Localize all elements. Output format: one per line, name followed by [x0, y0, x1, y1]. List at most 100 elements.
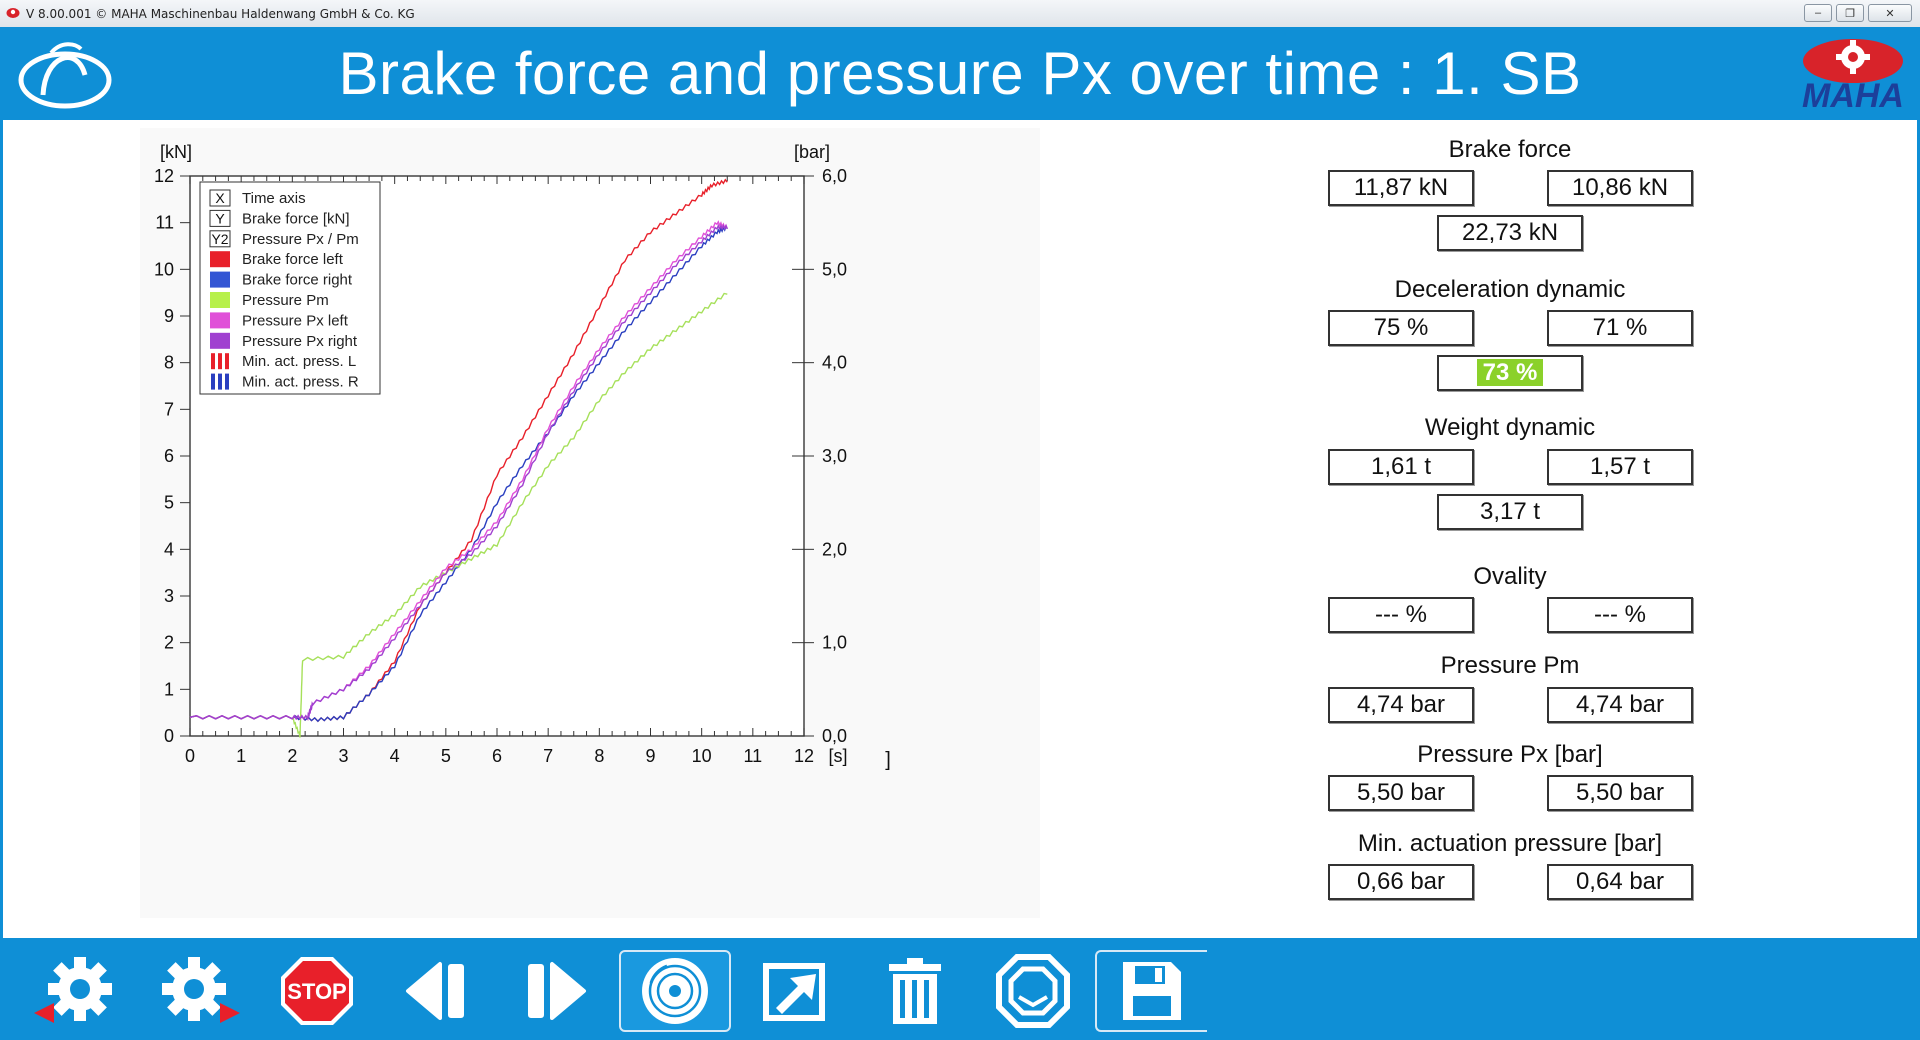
legend-label: Min. act. press. R [242, 374, 359, 391]
brake-force-left-value: 11,87 kN [1328, 170, 1474, 206]
stop-sign-icon: STOP [281, 957, 353, 1025]
y-tick-label: 9 [164, 306, 174, 326]
x-tick-label: 2 [287, 746, 297, 766]
y2-tick-label: 6,0 [822, 166, 847, 186]
y-unit-label: [kN] [160, 142, 192, 162]
delete-button[interactable] [865, 950, 965, 1032]
next-button[interactable] [505, 950, 605, 1032]
close-button[interactable]: ✕ [1868, 4, 1912, 22]
weight-left-value: 1,61 t [1328, 449, 1474, 485]
y2-tick-label: 5,0 [822, 259, 847, 279]
tire-icon [996, 954, 1070, 1028]
pressure-pm-label: Pressure Pm [1440, 652, 1580, 679]
app-icon [6, 8, 20, 18]
brake-force-label: Brake force [1448, 136, 1572, 163]
ovality-left-value: --- % [1328, 597, 1474, 633]
y2-tick-label: 2,0 [822, 539, 847, 559]
min-act-left-value: 0,66 bar [1328, 864, 1474, 900]
legend-bars [211, 353, 215, 370]
window-titlebar: V 8.00.001 © MAHA Maschinenbau Haldenwan… [0, 0, 1920, 28]
minimize-button[interactable]: – [1804, 4, 1832, 22]
save-button[interactable] [1095, 950, 1207, 1032]
legend-symbol-box [209, 189, 231, 207]
x-tick-label: 3 [338, 746, 348, 766]
skip-forward-icon [528, 962, 586, 1020]
chart: 0 1 2 3 4 5 6 7 8 9 10 11 1201234567891011120,01,02,… [140, 128, 1040, 918]
legend-swatch [210, 332, 230, 349]
tire-button[interactable] [983, 950, 1083, 1032]
series-line [189, 223, 728, 721]
y2-tick-label: 1,0 [822, 633, 847, 653]
deceleration-total-value: 73 % [1437, 355, 1583, 391]
min-act-right-value: 0,64 bar [1547, 864, 1693, 900]
weight-label: Weight dynamic [1424, 414, 1596, 441]
pressure-px-right-value: 5,50 bar [1547, 775, 1693, 811]
y-tick-label: 4 [164, 539, 174, 559]
disc-icon [642, 958, 708, 1024]
skip-back-icon [406, 962, 464, 1020]
stop-button[interactable]: STOP [267, 950, 367, 1032]
y2-tick-label: 3,0 [822, 446, 847, 466]
legend-label: Pressure Px right [242, 333, 358, 350]
x-unit-label: [s] [828, 746, 847, 766]
frame-left [0, 27, 3, 1040]
y-tick-label: 12 [154, 166, 174, 186]
legend-swatch [210, 312, 230, 329]
stop-label: STOP [287, 979, 347, 1004]
brake-force-total-value: 22,73 kN [1437, 215, 1583, 251]
brand-swirl-icon [18, 42, 112, 109]
x-tick-label: 10 [692, 746, 712, 766]
disc-button[interactable] [619, 950, 731, 1032]
deceleration-left-value: 75 % [1328, 310, 1474, 346]
y-tick-label: 8 [164, 353, 174, 373]
legend-bars [218, 373, 222, 390]
min-act-label: Min. actuation pressure [bar] [1357, 830, 1663, 857]
x-tick-label: 1 [236, 746, 246, 766]
pressure-px-left-value: 5,50 bar [1328, 775, 1474, 811]
legend-bars [225, 353, 229, 370]
x-tick-label: 7 [543, 746, 553, 766]
previous-button[interactable] [387, 950, 487, 1032]
legend-label: Pressure Px / Pm [242, 231, 359, 248]
export-arrow-icon [763, 963, 825, 1021]
legend-swatch [210, 271, 230, 288]
weight-right-value: 1,57 t [1547, 449, 1693, 485]
maha-logo-icon: MAHA [1802, 39, 1904, 111]
deceleration-total-highlight: 73 % [1476, 359, 1544, 386]
y-tick-label: 5 [164, 493, 174, 513]
restore-button[interactable]: ❐ [1836, 4, 1864, 22]
x-tick-label: 9 [645, 746, 655, 766]
pressure-px-label: Pressure Px [bar] [1417, 741, 1603, 768]
series-line [189, 292, 728, 738]
legend-bars [211, 373, 215, 390]
gear-right-icon [162, 957, 240, 1023]
x-tick-label: 8 [594, 746, 604, 766]
trash-icon [889, 958, 941, 1024]
y-tick-label: 3 [164, 586, 174, 606]
y-tick-label: 11 [155, 213, 174, 233]
deceleration-label: Deceleration dynamic [1394, 276, 1626, 303]
y-tick-label: 6 [164, 446, 174, 466]
header: Brake force and pressure Px over time : … [3, 27, 1917, 120]
ovality-right-value: --- % [1547, 597, 1693, 633]
legend-label: Brake force [kN] [242, 210, 350, 227]
maha-logo-text: MAHA [1802, 77, 1904, 111]
export-button[interactable] [745, 950, 845, 1032]
y-tick-label: 7 [164, 399, 174, 419]
pressure-pm-left-value: 4,74 bar [1328, 687, 1474, 723]
legend-symbol-box [209, 209, 231, 227]
settings-right-button[interactable] [147, 950, 247, 1032]
settings-left-button[interactable] [27, 950, 127, 1032]
x-tick-label: 0 [185, 746, 195, 766]
frame-right [1917, 27, 1920, 1040]
legend-symbol: Y [215, 210, 225, 226]
legend-symbol: X [215, 190, 225, 206]
y-tick-label: 1 [164, 679, 174, 699]
x-tick-label: 5 [441, 746, 451, 766]
legend-label: Min. act. press. L [242, 353, 356, 370]
series-line [189, 224, 728, 723]
weight-total-value: 3,17 t [1437, 494, 1583, 530]
pressure-pm-right-value: 4,74 bar [1547, 687, 1693, 723]
legend-swatch [210, 251, 230, 268]
x-tick-label: 12 [794, 746, 814, 766]
